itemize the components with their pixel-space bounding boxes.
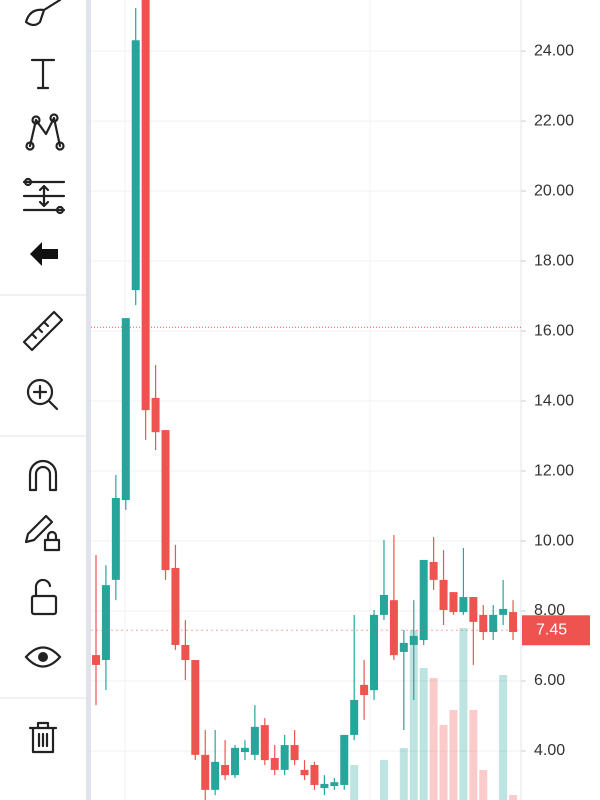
volume-bar (419, 668, 428, 800)
delete-tool[interactable] (28, 721, 58, 754)
candle-body (201, 754, 210, 790)
y-tick-label: 14.00 (534, 392, 574, 409)
candle-body (439, 579, 448, 610)
candle-body (379, 594, 388, 615)
candle-body (101, 585, 110, 661)
volume-bar (499, 675, 508, 800)
candle-body (111, 497, 120, 580)
volume-bar (350, 765, 359, 800)
text-tool[interactable] (30, 58, 56, 90)
volume-bar (469, 710, 478, 800)
y-tick-label: 6.00 (534, 672, 565, 689)
last-price-badge (522, 615, 590, 646)
candle-body (260, 725, 269, 761)
ruler-tool[interactable] (22, 310, 64, 352)
pattern-tool[interactable] (25, 113, 65, 151)
back-button[interactable] (30, 242, 58, 266)
y-tick-label: 20.00 (534, 182, 574, 199)
brush-tool[interactable] (24, 0, 62, 27)
candle-body (459, 597, 468, 613)
candle-body (181, 644, 190, 661)
y-tick-label: 18.00 (534, 252, 574, 269)
candle-body (499, 608, 508, 615)
magnet-tool[interactable] (28, 459, 58, 492)
candle-body (389, 600, 398, 656)
volume-bar (429, 678, 438, 800)
candle-body (479, 614, 488, 633)
volume-bar (439, 725, 448, 800)
y-tick-label: 10.00 (534, 532, 574, 549)
candle-body (409, 635, 418, 645)
volume-bar (509, 795, 518, 800)
candle-body (320, 783, 329, 789)
candle-body (191, 660, 200, 755)
candle-body (350, 699, 359, 735)
candle-body (250, 726, 259, 755)
volume-bar (479, 770, 488, 800)
visibility-tool[interactable] (24, 646, 62, 668)
candle-body (151, 397, 160, 433)
candle-body (300, 769, 309, 776)
candle-body (489, 614, 498, 633)
candle-body (280, 745, 289, 770)
volume-bar (399, 748, 408, 800)
toolbar (0, 0, 91, 800)
volume-bar (409, 630, 418, 800)
candle-body (360, 684, 369, 696)
y-tick-label: 4.00 (534, 742, 565, 759)
lock-tool[interactable] (30, 578, 58, 616)
y-tick-label: 8.00 (534, 602, 565, 619)
candle-body (370, 614, 379, 691)
candle-body (509, 612, 518, 633)
candle-body (340, 734, 349, 785)
y-tick-label: 24.00 (534, 42, 574, 59)
candle-body (92, 655, 100, 665)
candle-body (240, 747, 249, 753)
candle-body (469, 597, 478, 622)
toolbar-border (86, 0, 91, 800)
plot: 4.00 6.00 8.00 10.00 12.00 14.00 16.00 18.00 20.… (91, 0, 590, 800)
y-tick-label: 12.00 (534, 462, 574, 479)
candle-body (231, 747, 240, 776)
y-tick-label: 16.00 (534, 322, 574, 339)
candle-body (171, 567, 180, 645)
candle-body (290, 745, 299, 761)
candle-body (310, 765, 319, 785)
volume-bar (449, 710, 458, 800)
y-tick-label: 22.00 (534, 112, 574, 129)
candle-body (449, 592, 458, 613)
candle-body (121, 318, 130, 501)
candle-body (221, 765, 230, 776)
volume-bar (459, 628, 468, 800)
zoom-tool[interactable] (26, 378, 59, 411)
candle-body (211, 761, 220, 790)
last-price-label: 7.45 (536, 621, 567, 638)
candle-body (141, 0, 150, 411)
lock-drawing-tool[interactable] (24, 514, 61, 552)
candle-body (419, 559, 428, 641)
volume-bar (379, 760, 388, 800)
measure-levels-tool[interactable] (22, 177, 66, 215)
candle-body (429, 562, 438, 580)
candle-body (399, 642, 408, 652)
candle-body (161, 430, 170, 571)
candle-body (131, 40, 140, 291)
candle-body (330, 782, 339, 787)
candle-body (270, 758, 279, 770)
